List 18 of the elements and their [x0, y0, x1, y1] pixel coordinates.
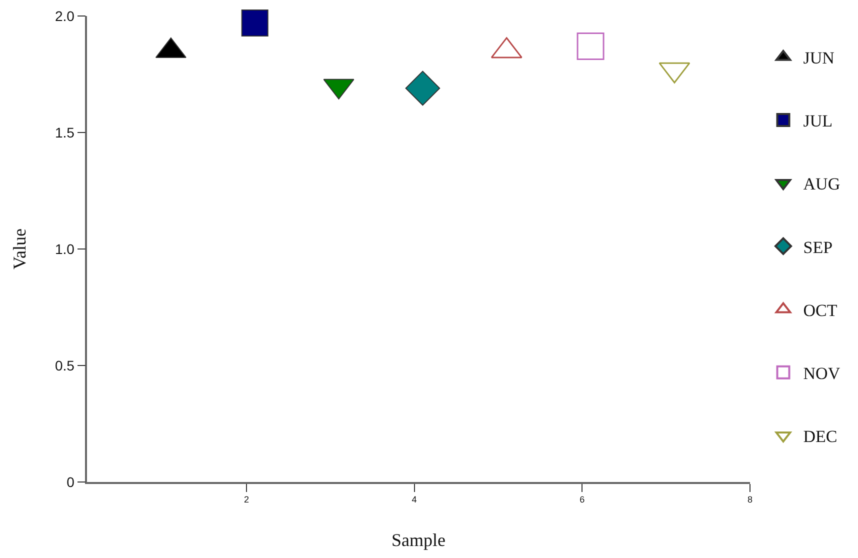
- y-tick-label: 1.0: [54, 240, 75, 257]
- x-tick-label: 2: [244, 494, 249, 505]
- legend-label: OCT: [803, 300, 838, 320]
- y-axis-title: Value: [10, 228, 30, 270]
- x-axis-title: Sample: [392, 530, 446, 550]
- x-tick-label: 8: [747, 494, 753, 505]
- x-tick-label: 4: [412, 494, 417, 505]
- legend-label: DEC: [803, 427, 838, 446]
- legend-label: JUN: [803, 48, 834, 68]
- legend-label: SEP: [803, 238, 833, 257]
- y-tick-label: 2.0: [54, 8, 75, 24]
- legend-label: AUG: [803, 174, 840, 194]
- y-tick-label: 0: [66, 474, 75, 490]
- x-tick-label: 6: [580, 494, 585, 505]
- y-tick-label: 0.5: [54, 357, 75, 374]
- y-tick-label: 1.5: [54, 124, 75, 140]
- legend-label: NOV: [803, 364, 841, 383]
- legend-label: JUL: [803, 112, 833, 131]
